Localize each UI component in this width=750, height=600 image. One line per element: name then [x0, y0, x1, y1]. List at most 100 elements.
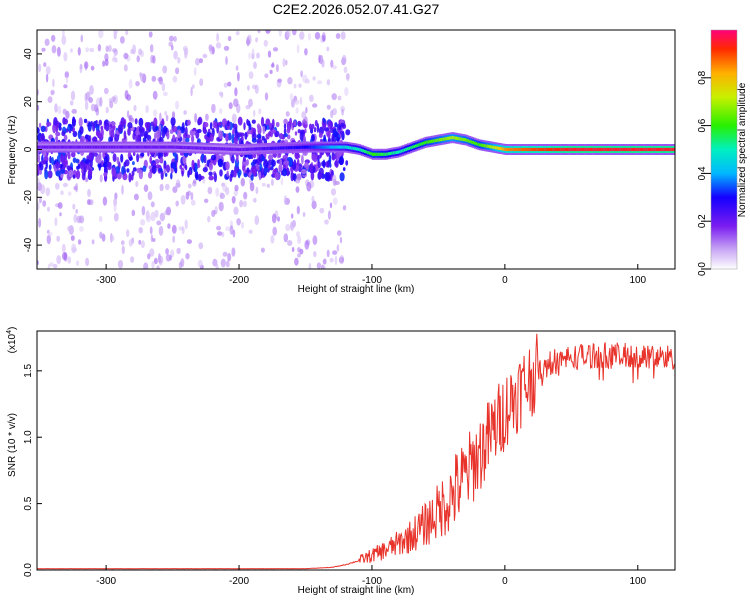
spectrogram-noise-point: [178, 261, 183, 269]
spectrogram-noise-point: [155, 164, 161, 169]
spectrogram-signal-segment: [619, 147, 621, 152]
spectrogram-noise-point: [170, 116, 176, 126]
spectrogram-noise-point: [271, 213, 277, 224]
spectrogram-signal-segment: [517, 147, 519, 152]
spectrogram-signal-segment: [558, 147, 561, 152]
spectrogram-signal-segment: [501, 147, 503, 151]
snr-x-tick-label: -100: [362, 576, 382, 587]
spectrogram-noise-point: [77, 47, 81, 56]
spectrogram-noise-point: [321, 59, 325, 68]
spectrogram-noise-point: [271, 178, 274, 186]
spectrogram-noise-point: [294, 131, 298, 136]
spectrogram-noise-point: [308, 262, 312, 269]
spectrogram-noise-point: [338, 125, 342, 131]
spectrogram-noise-point: [330, 109, 334, 119]
spectrogram-signal-segment: [657, 147, 660, 152]
spectrogram-noise-point: [240, 177, 245, 187]
spectrogram-noise-point: [70, 90, 76, 101]
spectrogram-noise-point: [268, 131, 272, 137]
spectrogram-noise-point: [158, 168, 163, 172]
spectrogram-noise-point: [97, 133, 103, 139]
spectrogram-signal-segment: [411, 145, 414, 149]
spectrogram-noise-point: [220, 258, 226, 268]
spectrogram-signal-segment: [614, 147, 617, 152]
spectrogram-noise-point: [225, 260, 230, 268]
spectrogram-noise-point: [252, 198, 257, 203]
spectrogram-noise-point: [326, 79, 331, 86]
spectrogram-noise-point: [239, 199, 244, 208]
spectrogram-signal-segment: [121, 145, 124, 149]
spectrogram-noise-point: [80, 34, 84, 43]
spectrogram-noise-point: [86, 199, 91, 205]
spectrogram-signal-segment: [230, 147, 232, 151]
spectrogram-noise-point: [126, 110, 130, 118]
spectrogram-noise-point: [251, 48, 255, 58]
spectrogram-noise-point: [242, 200, 247, 208]
spectrogram-signal-segment: [474, 141, 476, 145]
spectrogram-noise-point: [260, 116, 265, 127]
spectrogram-noise-point: [297, 253, 301, 258]
spectrogram-signal-segment: [459, 137, 462, 141]
spectrogram-signal-segment: [116, 145, 119, 149]
spectrogram-signal-segment: [163, 145, 165, 149]
spectrogram-signal-segment: [282, 146, 285, 150]
spectrogram-noise-point: [231, 134, 235, 144]
spectrogram-noise-point: [37, 177, 40, 187]
spectrogram-signal-segment: [399, 150, 401, 154]
spectrogram-signal-segment: [284, 146, 286, 150]
spectrogram-noise-point: [79, 64, 83, 70]
spectrogram-noise-point: [77, 239, 82, 245]
spectrogram-noise-point: [82, 163, 88, 169]
snr-y-tick-label: 0.5: [23, 496, 34, 510]
spectrogram-noise-point: [55, 182, 60, 190]
spectrogram-signal-segment: [223, 147, 226, 151]
spectrogram-noise-point: [47, 170, 53, 179]
spectrogram-signal-segment: [155, 145, 157, 149]
spectrogram-noise-point: [332, 197, 338, 205]
spectrogram-noise-point: [135, 130, 139, 135]
spectrogram-signal-segment: [609, 147, 612, 152]
spectrogram-noise-point: [79, 226, 84, 232]
spectrogram-signal-segment: [617, 147, 620, 152]
spectrogram-signal-segment: [499, 146, 502, 151]
spectrogram-signal-segment: [194, 146, 197, 150]
spectrogram-noise-point: [299, 248, 304, 255]
spectrogram-noise-point: [216, 32, 220, 43]
spectrogram-noise-point: [231, 113, 237, 124]
spectrogram-noise-point: [330, 188, 337, 196]
spectrogram-noise-point: [46, 121, 52, 127]
spectrogram-noise-point: [345, 160, 349, 166]
spectrogram-signal-segment: [324, 145, 326, 149]
spectrogram-noise-point: [38, 217, 42, 228]
spectrogram-noise-point: [289, 93, 294, 101]
spectrogram-noise-point: [148, 171, 153, 179]
spectrogram-noise-point: [208, 161, 213, 171]
spectrogram-signal-segment: [525, 147, 527, 152]
spectrogram-noise-point: [49, 155, 52, 164]
spectrogram-signal-segment: [311, 145, 314, 149]
spectrogram-noise-point: [41, 132, 45, 141]
spectrogram-noise-point: [177, 57, 181, 64]
spectrogram-signal-segment: [518, 147, 521, 152]
spectrogram-noise-point: [343, 66, 348, 74]
spectrogram-signal-segment: [402, 149, 405, 153]
spectrogram-noise-point: [226, 170, 229, 178]
spectrogram-signal-segment: [448, 136, 451, 140]
spectrogram-signal-segment: [584, 147, 586, 152]
spectrogram-noise-point: [172, 126, 178, 133]
spectrogram-x-tick-label: 0: [502, 275, 508, 286]
spectrogram-noise-point: [311, 134, 315, 142]
snr-y-tick-label: 1.5: [23, 363, 34, 377]
spectrogram-noise-point: [65, 76, 69, 84]
spectrogram-noise-point: [61, 130, 66, 137]
spectrogram-signal-segment: [72, 145, 74, 149]
colorbar-label: Normalized spectral amplitude: [737, 82, 748, 217]
spectrogram-noise-point: [264, 73, 269, 78]
spectrogram-noise-point: [47, 206, 50, 212]
spectrogram-signal-segment: [59, 145, 62, 149]
spectrogram-noise-point: [45, 160, 48, 170]
spectrogram-signal-segment: [616, 147, 618, 152]
spectrogram-signal-segment: [561, 147, 564, 152]
spectrogram-signal-segment: [73, 145, 76, 149]
spectrogram-noise-point: [209, 133, 214, 142]
